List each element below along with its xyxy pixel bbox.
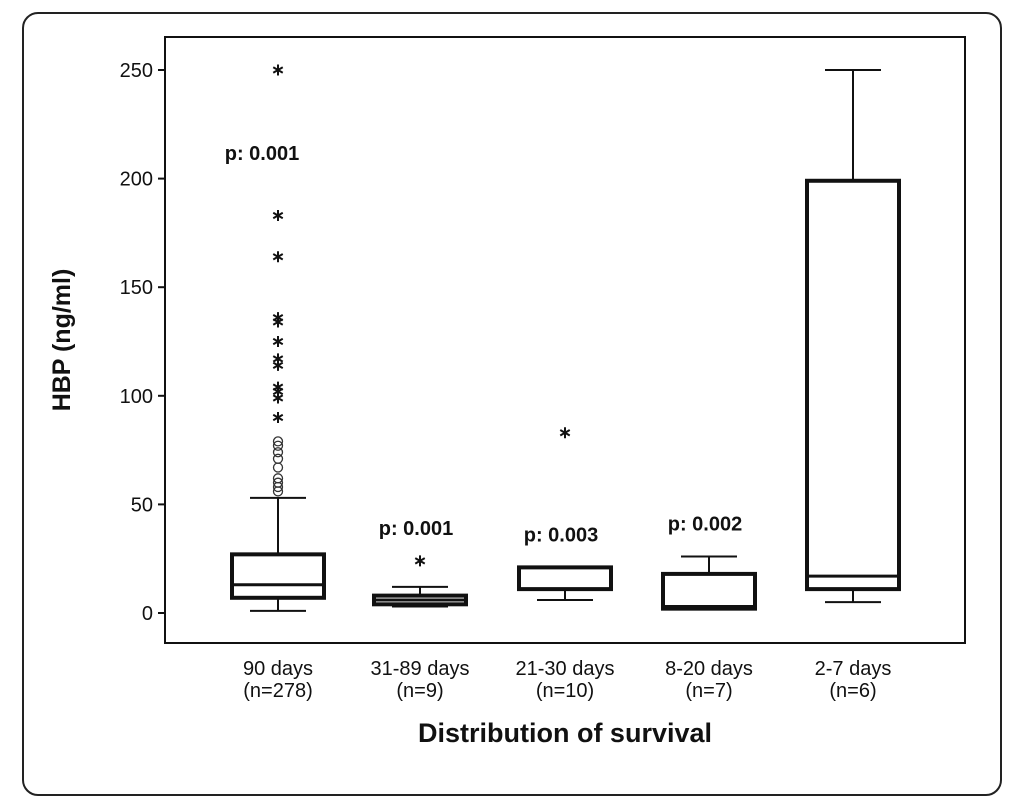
y-axis-label: HBP (ng/ml) <box>48 269 76 412</box>
box <box>805 178 901 592</box>
x-tick-n: (n=278) <box>243 680 313 702</box>
y-tick-label: 50 <box>131 494 153 516</box>
outlier-circle <box>272 473 284 484</box>
outlier-circle <box>272 453 284 464</box>
x-tick-label: 90 days <box>243 658 313 680</box>
outlier-star-marker <box>272 312 284 324</box>
x-tick-label: 31-89 days <box>371 658 470 680</box>
plot-area <box>164 36 966 644</box>
outlier-circle <box>272 436 284 447</box>
outlier-circle <box>272 440 284 451</box>
p-value-label: p: 0.001 <box>379 518 453 540</box>
y-tick-label: 250 <box>120 60 153 82</box>
x-axis-label: Distribution of survival <box>418 718 712 748</box>
x-tick-n: (n=9) <box>396 680 443 702</box>
outlier-star-marker <box>414 555 426 567</box>
p-value-label: p: 0.003 <box>524 524 598 546</box>
x-tick-n: (n=6) <box>829 680 876 702</box>
p-value-label: p: 0.002 <box>668 514 742 536</box>
outlier-circle <box>272 477 284 488</box>
outlier-star-marker <box>559 427 571 439</box>
outlier-star-marker <box>272 412 284 424</box>
outlier-star-marker <box>272 353 284 365</box>
outlier-star-marker <box>272 251 284 263</box>
outlier-star-marker <box>272 210 284 222</box>
outlier-star-marker <box>272 336 284 347</box>
x-tick-n: (n=7) <box>685 680 732 702</box>
x-tick-n: (n=10) <box>536 680 594 702</box>
box <box>517 565 613 592</box>
x-tick-label: 2-7 days <box>815 658 892 680</box>
outlier-circle <box>272 447 284 458</box>
y-tick-label: 200 <box>120 169 153 191</box>
box <box>661 571 757 611</box>
box <box>230 552 326 600</box>
outlier-star-marker <box>272 381 284 393</box>
y-tick-label: 100 <box>120 386 153 408</box>
boxplot-chart: 0 50 100 150 200 250 HBP (ng/ml) Distribution o… <box>48 36 966 748</box>
y-tick-label: 150 <box>120 277 153 299</box>
x-tick-label: 21-30 days <box>516 658 615 680</box>
p-value-label: p: 0.001 <box>225 143 299 165</box>
y-tick-label: 0 <box>142 603 153 625</box>
outlier-star-marker <box>272 64 284 76</box>
outlier-circle <box>272 462 284 473</box>
x-tick-label: 8-20 days <box>665 658 753 680</box>
